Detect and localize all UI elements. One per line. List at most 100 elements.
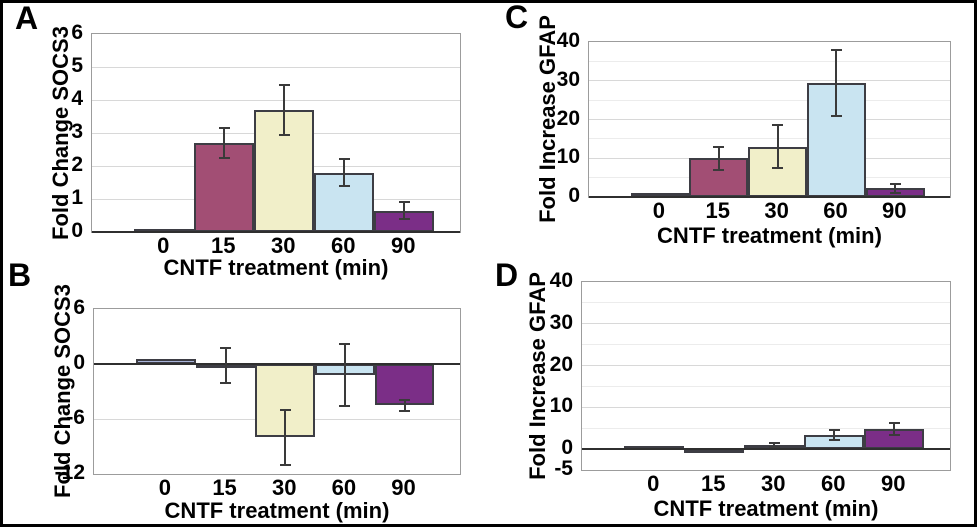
panel-b-plot-area bbox=[93, 308, 461, 475]
y-tick-label: 0 bbox=[561, 436, 573, 460]
bar-15min bbox=[684, 449, 745, 454]
error-bar bbox=[343, 343, 346, 407]
error-bar-cap bbox=[279, 463, 291, 466]
x-tick-label: 15 bbox=[701, 471, 726, 496]
error-bar-cap bbox=[220, 382, 232, 385]
y-tick-label: -5 bbox=[554, 457, 573, 480]
error-bar-cap bbox=[828, 429, 840, 432]
major-gridline bbox=[582, 323, 950, 325]
panel-d: D Fold Increase GFAP CNTF treatment (min… bbox=[491, 257, 974, 524]
error-bar-cap bbox=[830, 114, 842, 117]
y-tick-label: 40 bbox=[549, 269, 573, 292]
error-bar-cap bbox=[399, 409, 411, 412]
error-bar-cap bbox=[220, 347, 232, 350]
minor-gridline bbox=[582, 427, 950, 429]
error-bar-cap bbox=[768, 445, 780, 448]
error-bar bbox=[223, 128, 226, 158]
y-tick-label: 2 bbox=[71, 153, 83, 176]
major-gridline bbox=[92, 66, 460, 68]
x-tick-label: 90 bbox=[391, 475, 416, 500]
y-tick-label: 6 bbox=[71, 21, 83, 44]
panel-a-letter: A bbox=[15, 0, 39, 36]
major-gridline bbox=[92, 99, 460, 101]
panel-d-x-axis-title: CNTF treatment (min) bbox=[653, 496, 879, 521]
y-tick-label: 0 bbox=[71, 219, 83, 242]
error-bar bbox=[894, 183, 897, 194]
x-tick-label: 15 bbox=[212, 475, 237, 500]
x-tick-label: 60 bbox=[823, 198, 848, 223]
error-bar-cap bbox=[339, 342, 351, 345]
error-bar-cap bbox=[218, 156, 230, 159]
panel-c-plot-area bbox=[588, 41, 951, 198]
error-bar-cap bbox=[399, 398, 411, 401]
minor-gridline bbox=[582, 344, 950, 346]
x-tick-label: 0 bbox=[157, 233, 170, 258]
error-bar-cap bbox=[889, 182, 901, 185]
minor-gridline bbox=[589, 60, 950, 62]
y-tick-label: 30 bbox=[549, 310, 573, 334]
error-bar-cap bbox=[339, 405, 351, 408]
x-tick-label: 30 bbox=[271, 233, 296, 258]
y-tick-label: -6 bbox=[66, 406, 85, 429]
x-tick-label: 90 bbox=[390, 233, 416, 258]
error-bar-cap bbox=[338, 184, 350, 187]
error-bar bbox=[403, 202, 406, 219]
x-tick-label: 0 bbox=[647, 471, 660, 496]
x-axis-zero-line bbox=[589, 196, 950, 198]
error-bar-cap bbox=[398, 201, 410, 204]
error-bar-cap bbox=[713, 168, 725, 171]
x-tick-label: 90 bbox=[880, 471, 906, 496]
x-tick-label: 30 bbox=[761, 471, 786, 496]
major-gridline bbox=[582, 406, 950, 408]
error-bar bbox=[773, 443, 776, 447]
panel-c: C Fold Increase GFAP CNTF treatment (min… bbox=[491, 3, 974, 266]
x-tick-label: 15 bbox=[211, 233, 236, 258]
panel-a-plot-area bbox=[91, 33, 461, 233]
y-tick-label: 10 bbox=[549, 394, 573, 418]
panel-d-letter: D bbox=[495, 257, 519, 293]
x-tick-label: 15 bbox=[705, 198, 730, 223]
error-bar-cap bbox=[830, 48, 842, 51]
error-bar bbox=[284, 409, 287, 465]
x-axis-zero-line bbox=[582, 448, 950, 451]
error-bar-cap bbox=[889, 192, 901, 195]
y-tick-label: 6 bbox=[73, 296, 85, 319]
minor-gridline bbox=[589, 138, 950, 140]
error-bar bbox=[833, 430, 836, 441]
y-tick-label: 20 bbox=[556, 106, 580, 130]
error-bar-cap bbox=[338, 158, 350, 161]
error-bar-cap bbox=[278, 133, 290, 136]
y-tick-label: 5 bbox=[71, 54, 83, 77]
x-tick-label: 60 bbox=[331, 475, 357, 500]
major-gridline bbox=[589, 80, 950, 82]
minor-gridline bbox=[589, 99, 950, 101]
y-tick-label: 40 bbox=[556, 29, 580, 52]
x-tick-label: 60 bbox=[821, 471, 846, 496]
error-bar-cap bbox=[772, 166, 784, 169]
y-tick-label: 30 bbox=[556, 67, 580, 91]
major-gridline bbox=[582, 365, 950, 367]
panel-b-x-axis-title: CNTF treatment (min) bbox=[164, 498, 390, 523]
major-gridline bbox=[589, 119, 950, 120]
error-bar-cap bbox=[278, 84, 290, 87]
x-tick-label: 30 bbox=[764, 198, 789, 223]
y-tick-label: 1 bbox=[71, 186, 83, 209]
error-bar-cap bbox=[888, 434, 900, 437]
y-tick-label: 0 bbox=[568, 184, 580, 207]
error-bar-cap bbox=[828, 439, 840, 442]
error-bar-cap bbox=[398, 217, 410, 220]
y-tick-label: 3 bbox=[71, 120, 83, 143]
error-bar-cap bbox=[888, 421, 900, 424]
y-tick-label: 20 bbox=[549, 352, 573, 376]
x-tick-label: 0 bbox=[652, 198, 666, 223]
x-tick-label: 90 bbox=[882, 198, 907, 223]
y-tick-label: 10 bbox=[556, 145, 580, 169]
panel-a: A Fold Change SOCS3 CNTF treatment (min)… bbox=[3, 0, 491, 280]
error-bar bbox=[717, 146, 720, 170]
error-bar-cap bbox=[218, 127, 230, 130]
error-bar bbox=[893, 422, 896, 436]
panel-d-plot-area bbox=[581, 281, 951, 471]
y-tick-label: 0 bbox=[73, 351, 85, 374]
error-bar-cap bbox=[279, 408, 291, 411]
